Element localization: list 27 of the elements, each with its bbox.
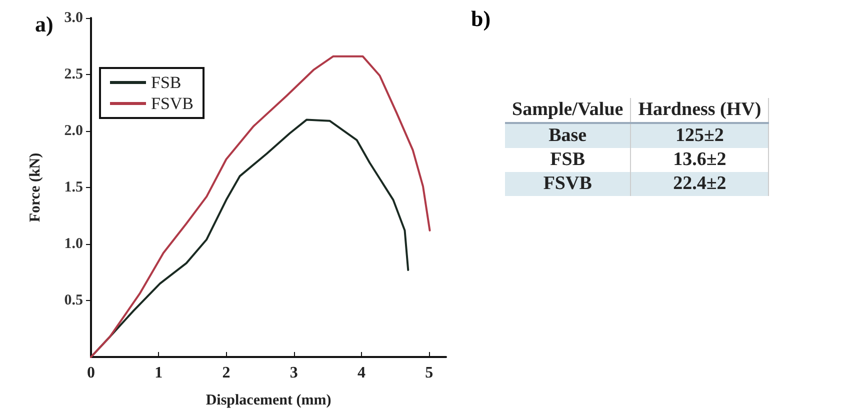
y-tick-label: 2.5	[64, 66, 83, 82]
line-series	[90, 55, 431, 358]
text: 13.6±2	[630, 148, 769, 172]
text: FSB	[505, 148, 631, 172]
text: Base	[505, 123, 631, 148]
y-tick-label: 2.0	[64, 123, 83, 139]
y-tick-label: 1.0	[64, 236, 83, 252]
y-tick-label: 0.5	[64, 292, 83, 308]
text: b)	[471, 6, 491, 32]
x-tick-label: 0	[87, 364, 95, 382]
text: 22.4±2	[630, 172, 769, 196]
x-tick-label: 1	[154, 364, 163, 382]
text: 125±2	[630, 123, 769, 148]
chart-title: a)	[35, 12, 54, 36]
y-tick-label: 1.5	[64, 180, 83, 196]
text: Hardness (HV)	[630, 98, 769, 123]
legend-label: FSVB	[151, 94, 194, 113]
x-tick-label: 3	[290, 364, 298, 382]
text: Sample/Value	[505, 98, 631, 123]
y-tick-label: 3.0	[64, 10, 83, 26]
y-axis-title: Force (kN)	[28, 152, 44, 222]
legend-label: FSB	[151, 73, 182, 92]
x-tick-label: 5	[425, 364, 434, 382]
x-tick-label: 4	[357, 364, 366, 382]
x-tick-label: 2	[222, 364, 230, 382]
text: FSVB	[505, 172, 631, 196]
x-axis-title: Displacement (mm)	[206, 392, 332, 408]
